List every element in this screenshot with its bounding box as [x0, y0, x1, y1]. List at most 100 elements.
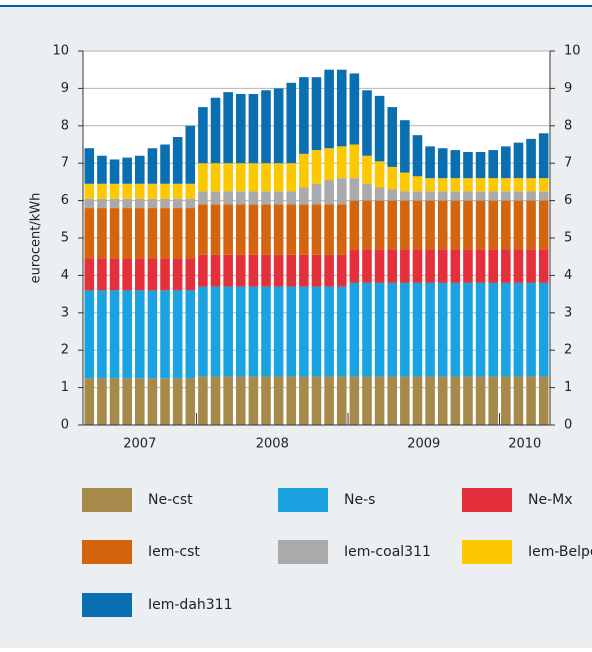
legend: Ne-cst Ne-s Ne-Mx Iem-cst Iem-coal311 Iem-Bel… [82, 488, 592, 617]
bar-segment [210, 163, 221, 192]
bar-segment [210, 204, 221, 255]
bar-segment [185, 183, 196, 199]
bar-segment [488, 249, 498, 283]
bar-segment [526, 376, 536, 425]
bar-segment [248, 94, 259, 164]
bar-segment [109, 198, 120, 209]
bar-segment [311, 77, 322, 151]
legend-swatch [82, 593, 132, 617]
bar-segment [425, 191, 435, 201]
bar-segment [261, 204, 271, 255]
legend-swatch [82, 540, 132, 564]
y-tick-label: 5 [61, 231, 69, 246]
bar-segment [450, 200, 461, 250]
bar-segment [109, 183, 120, 199]
bar-segment [147, 148, 158, 184]
bar-segment [387, 189, 398, 201]
bar-segment [412, 249, 423, 283]
bar-segment [223, 254, 233, 287]
bar-segment [198, 204, 208, 255]
bar-segment [147, 198, 158, 209]
legend-swatch [82, 488, 132, 512]
bar-segment [463, 376, 473, 425]
bar-segment [185, 208, 196, 259]
bar-segment [526, 138, 536, 179]
bar-segment [526, 249, 536, 283]
bar-segment [400, 120, 410, 173]
bar-segment [475, 249, 486, 283]
bar-segment [362, 183, 372, 201]
bar-segment [374, 282, 385, 377]
bar-segment [135, 208, 145, 259]
y-tick-label: 6 [61, 193, 69, 208]
bar-segment [450, 178, 461, 192]
bar-segment [248, 163, 259, 192]
bar-segment [425, 249, 435, 283]
bar-segment [235, 94, 246, 164]
bar-segment [488, 191, 498, 201]
bar-segment [223, 92, 233, 164]
bar-segment [248, 191, 259, 205]
legend-swatch [462, 540, 512, 564]
bar-segment [273, 163, 284, 192]
x-group-label: 2010 [508, 437, 541, 452]
bar-segment [286, 254, 297, 287]
bar-segment [210, 376, 221, 425]
bar-segment [235, 376, 246, 425]
bar-segment [475, 191, 486, 201]
bar-segment [135, 258, 145, 291]
bar-segment [311, 286, 322, 377]
bar-segment [299, 376, 309, 425]
bar-segment [387, 249, 398, 283]
bar-segment [538, 249, 549, 283]
y2-tick-label: 8 [564, 118, 572, 133]
y2-tick-label: 9 [564, 81, 572, 96]
bar-segment [185, 125, 196, 184]
bar-segment [425, 178, 435, 192]
bar-segment [299, 153, 309, 188]
bar-segment [223, 191, 233, 205]
bar-segment [97, 198, 107, 209]
bar-segment [235, 254, 246, 287]
bar-segment [97, 378, 107, 425]
legend-label: Iem-dah311 [148, 597, 233, 613]
bar-segment [336, 204, 347, 255]
bar-segment [362, 376, 372, 425]
bar-segment [172, 208, 183, 259]
bar-segment [97, 183, 107, 199]
bar-segment [147, 378, 158, 425]
bar-segment [135, 198, 145, 209]
legend-label: Iem-Belpex311 [528, 544, 592, 560]
bar-segment [336, 178, 347, 205]
bar-segment [248, 286, 259, 377]
legend-label: Ne-s [344, 492, 375, 508]
bar-segment [362, 282, 372, 377]
bar-segment [412, 191, 423, 201]
bar-segment [235, 286, 246, 377]
bar-segment [501, 191, 511, 201]
bar-segment [273, 191, 284, 205]
bar-segment [475, 178, 486, 192]
bar-segment [223, 376, 233, 425]
bar-segment [349, 376, 360, 425]
bar-segment [362, 249, 372, 283]
bar-segment [425, 282, 435, 377]
bar-segment [349, 200, 360, 250]
y-tick-label: 10 [52, 44, 69, 59]
bar-segment [463, 249, 473, 283]
bar-segment [526, 178, 536, 192]
bar-segment [387, 107, 398, 167]
bar-segment [147, 183, 158, 199]
legend-swatch [278, 488, 328, 512]
bar-segment [122, 290, 132, 379]
bar-segment [223, 286, 233, 377]
bar-segment [160, 290, 170, 379]
bar-segment [463, 200, 473, 250]
bar-segment [84, 183, 95, 199]
bar-segment [210, 97, 221, 164]
bar-segment [387, 166, 398, 190]
bar-segment [412, 282, 423, 377]
y2-tick-label: 3 [564, 305, 572, 320]
bar-segment [299, 204, 309, 255]
bar-segment [286, 204, 297, 255]
